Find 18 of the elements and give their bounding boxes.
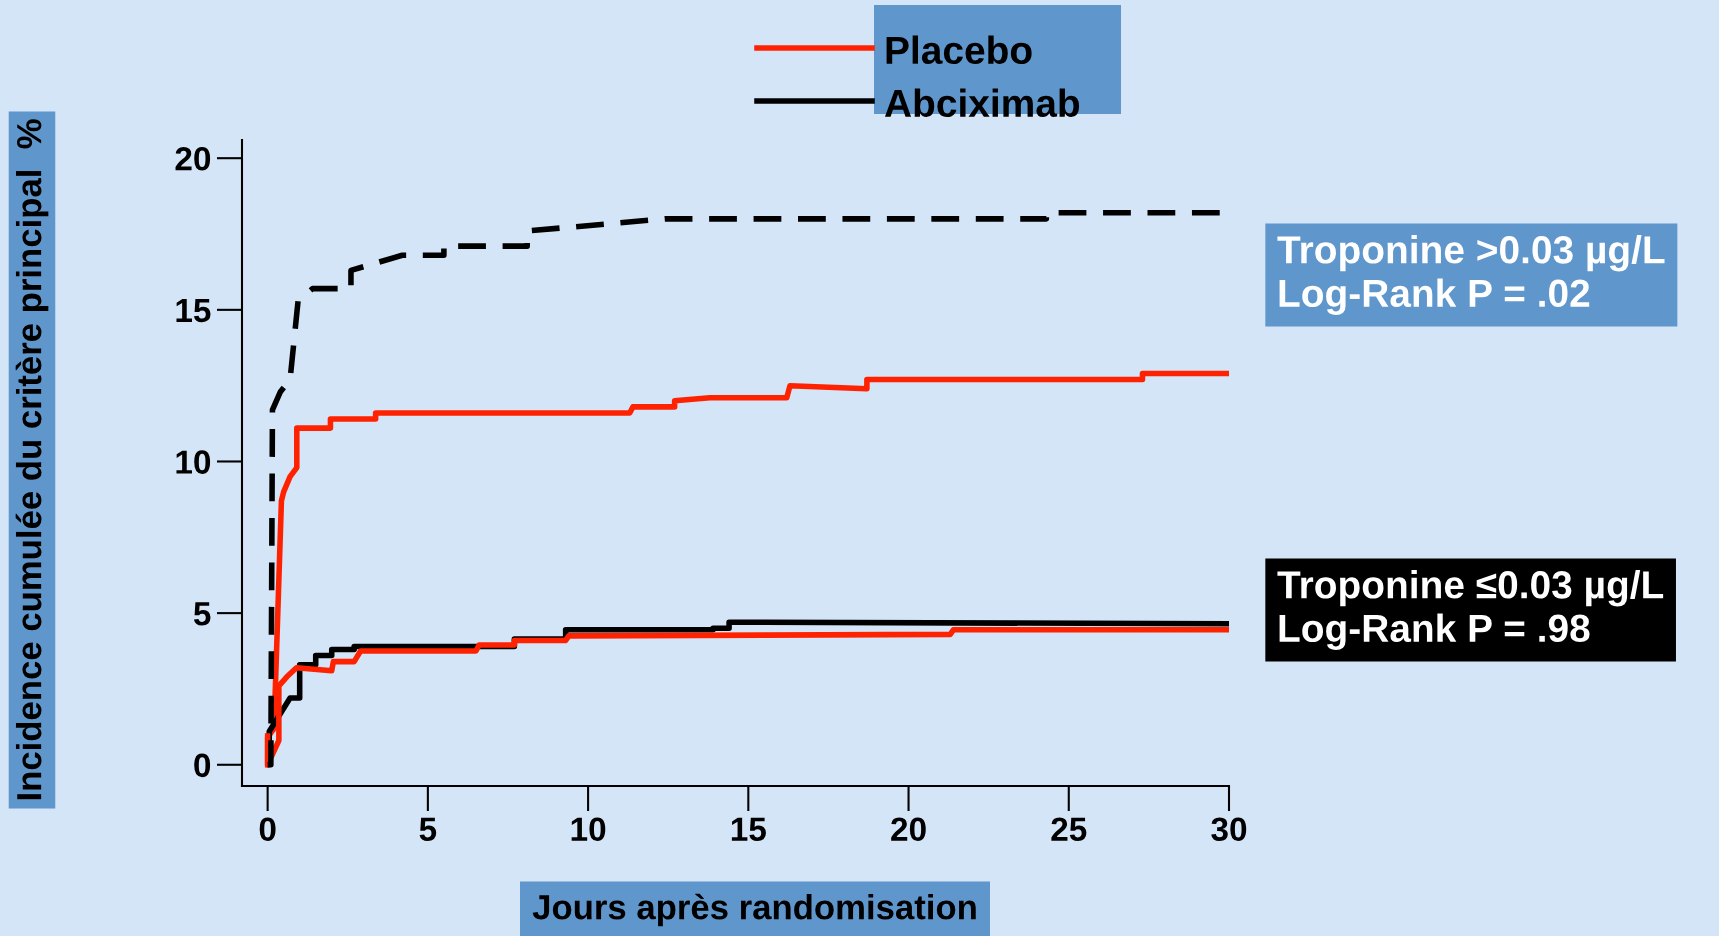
text: Troponine ≤0.03 µg/L Log-Rank P = .98 [1277,570,1664,650]
x-axis-title: Jours après randomisation [532,893,976,927]
y-tick-label: 5 [193,602,211,626]
x-tick-label: 25 [1051,817,1087,842]
y-tick-label: 20 [175,147,211,171]
x-tick-label: 15 [731,817,766,842]
text: Troponine >0.03 µg/L Log-Rank P = .02 [1277,235,1665,315]
legend-label: Placebo [886,35,1032,65]
x-tick-label: 0 [259,817,276,842]
x-tick-label: 5 [419,817,437,842]
x-tick-label: 20 [891,817,926,842]
y-tick-label: 10 [176,450,211,474]
y-tick-label: 15 [176,298,211,323]
y-tick-label: 0 [194,753,211,778]
x-tick-label: 10 [571,817,606,842]
legend-label: Abciximab [884,88,1080,118]
y-axis-title: Incidence cumulée du critère principal % [15,119,49,800]
x-tick-label: 30 [1211,817,1247,842]
